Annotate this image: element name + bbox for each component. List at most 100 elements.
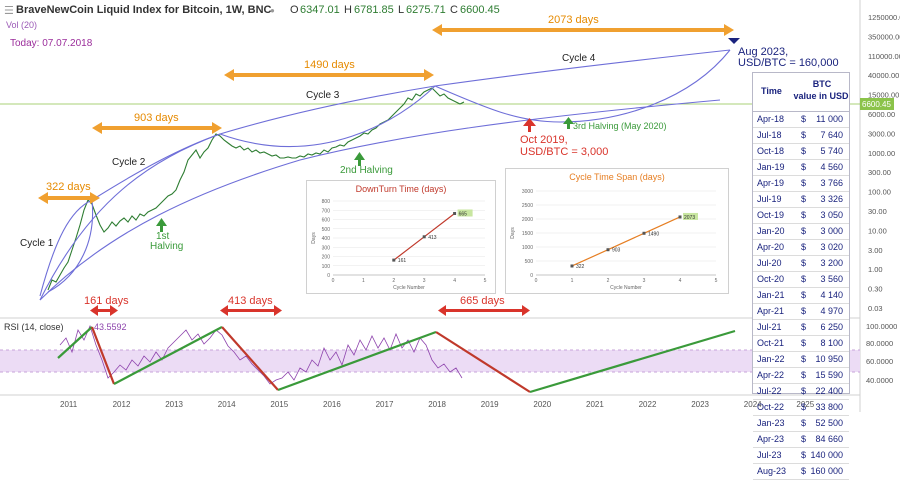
menu-icon[interactable]: ☰ [4,5,14,17]
label-2073-days: 2073 days [548,14,599,26]
table-row: Jul-22 $22 400 [753,384,849,400]
time-axis-label: 2018 [428,400,446,409]
rsi-axis-label: 40.0000 [866,376,893,385]
label-903-days: 903 days [134,112,179,124]
label-aug2023-1: Aug 2023, [738,46,789,58]
inset-y-label: Days [510,227,516,239]
table-cell-value: 3 000 [820,226,843,236]
table-cell-value: 4 560 [820,162,843,172]
close-value: 6600.45 [460,4,500,16]
table-row: Jul-21 $6 250 [753,320,849,336]
inset-data-label: 413 [428,235,437,241]
inset-x-tick: 1 [362,278,365,284]
table-cell-currency: $ [801,114,807,124]
inset-y-tick: 700 [322,208,331,214]
table-cell-time: Jan-21 [757,290,785,300]
price-axis-label: 40000.00 [868,71,899,80]
price-axis-label: 15000.00 [868,91,899,100]
rsi-red-3 [435,331,531,393]
label-413-days: 413 days [228,295,273,307]
rsi-value: 43.5592 [94,322,127,332]
table-cell-time: Apr-19 [757,178,785,188]
rsi-green-3 [277,330,437,392]
table-cell-currency: $ [801,274,807,284]
header-value-1: BTC [812,79,832,89]
table-cell-currency: $ [801,450,807,460]
table-cell-time: Jul-23 [757,450,782,460]
label-3rd-halving: 3rd Halving (May 2020) [573,121,667,131]
inset-y-tick: 100 [322,264,331,270]
inset-x-tick: 0 [332,278,335,284]
table-cell-currency: $ [801,194,807,204]
inset-y-tick: 0 [327,273,330,279]
time-axis-label: 2016 [323,400,341,409]
time-axis-label: 2020 [533,400,551,409]
time-axis-label: 2015 [270,400,288,409]
inset-label-bg [457,209,473,217]
table-cell-value: 6 250 [820,322,843,332]
symbol-title[interactable]: BraveNewCoin Liquid Index for Bitcoin, 1… [16,4,272,16]
table-cell-value: 8 100 [820,338,843,348]
price-axis-label: 300.00 [868,168,891,177]
table-row: Jan-19 $4 560 [753,160,849,176]
price-axis-label: 1.00 [868,265,883,274]
label-322-days: 322 days [46,181,91,193]
inset-data-point [642,231,646,235]
price-axis-label: 10.00 [868,226,887,235]
table-cell-time: Oct-20 [757,274,785,284]
table-cell-value: 4 970 [820,306,843,316]
table-cell-time: Apr-23 [757,434,785,444]
table-cell-time: Oct-21 [757,338,785,348]
table-row: Apr-20 $3 020 [753,240,849,256]
inset-data-label: 322 [576,264,585,270]
rsi-green-4 [529,329,736,394]
time-axis-label: 2014 [218,400,236,409]
low-label: L [398,4,405,16]
inset-series-line [571,216,681,267]
table-cell-time: Oct-19 [757,210,785,220]
table-cell-value: 3 020 [820,242,843,252]
table-header: Time BTC value in USD [753,73,849,112]
price-axis-label: 110000.00 [868,52,900,61]
rsi-label[interactable]: RSI (14, close) [4,322,64,332]
open-label: O [290,4,299,16]
table-cell-time: Jul-20 [757,258,782,268]
inset-y-tick: 3000 [522,189,533,195]
table-row: Oct-18 $5 740 [753,144,849,160]
volume-label[interactable]: Vol (20) [6,20,38,30]
table-row: Oct-21 $8 100 [753,336,849,352]
table-cell-time: Apr-21 [757,306,785,316]
table-row: Oct-20 $3 560 [753,272,849,288]
table-cell-time: Apr-20 [757,242,785,252]
table-cell-time: Apr-22 [757,370,785,380]
table-cell-time: Jul-18 [757,130,782,140]
table-cell-value: 3 766 [820,178,843,188]
table-cell-value: 3 326 [820,194,843,204]
rsi-trend-lines [57,326,736,394]
rsi-axis: 100.0000 80.0000 60.0000 40.0000 [866,322,897,385]
main-chart[interactable]: 6600.45 1250000.00350000.00110000.004000… [0,0,900,412]
table-cell-time: Jul-22 [757,386,782,396]
table-cell-time: Apr-18 [757,114,785,124]
table-row: Jul-19 $3 326 [753,192,849,208]
inset-data-point [392,258,396,262]
label-1st-halving-2: Halving [150,241,184,252]
table-row: Oct-19 $3 050 [753,208,849,224]
time-axis-label: 2022 [639,400,657,409]
table-cell-currency: $ [801,418,807,428]
table-row: Apr-23 $84 660 [753,432,849,448]
today-label: Today: 07.07.2018 [10,38,93,49]
table-cell-value: 84 660 [815,434,843,444]
table-cell-currency: $ [801,242,807,252]
table-cell-value: 22 400 [815,386,843,396]
label-1st-halving-1: 1st [156,231,170,242]
price-tag: 6600.45 [862,100,891,109]
header-time: Time [761,86,782,96]
table-cell-currency: $ [801,322,807,332]
time-axis-label: 2011 [60,400,78,409]
arrow-903 [92,122,222,134]
table-row: Oct-22 $33 800 [753,400,849,416]
table-cell-currency: $ [801,354,807,364]
table-cell-currency: $ [801,306,807,316]
table-cell-currency: $ [801,130,807,140]
